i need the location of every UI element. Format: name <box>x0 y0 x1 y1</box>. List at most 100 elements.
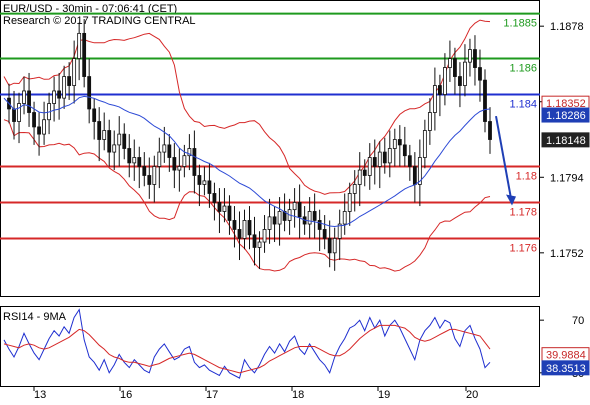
candle-body <box>257 241 262 248</box>
rsi-panel-title: RSI14 - 9MA <box>3 311 67 323</box>
x-tick-label-0: 13 <box>34 389 46 400</box>
candle-body <box>247 220 252 236</box>
candle-body <box>337 223 342 239</box>
candle-body <box>137 157 142 167</box>
x-tick-label-3: 18 <box>292 389 304 400</box>
bollinger-lower-line <box>3 119 491 272</box>
candle-body <box>232 220 237 230</box>
candle-body <box>192 148 197 176</box>
chart-header-title: EUR/USD - 30min - 07:06:41 (CET) <box>3 3 177 15</box>
level-label-2: 1.184 <box>509 99 537 111</box>
candle-body <box>102 130 107 140</box>
candle-body <box>317 220 322 230</box>
candle-body <box>62 76 67 99</box>
candle-body <box>72 58 77 86</box>
candle-body <box>372 157 377 167</box>
x-tick-label-1: 16 <box>120 389 132 400</box>
rsi-tick-label-0: 70 <box>572 315 584 327</box>
price-tag-label-0: 1.18352 <box>546 98 586 110</box>
level-label-3: 1.18 <box>516 170 537 182</box>
candle-body <box>77 32 82 59</box>
candle-body <box>117 133 122 146</box>
candle-body <box>267 216 272 230</box>
candle-body <box>197 175 202 185</box>
candle-body <box>92 108 97 122</box>
candle-body <box>222 205 227 212</box>
candle-body <box>407 155 412 167</box>
price-tick-label-2: 1.1794 <box>550 172 584 184</box>
candle-body <box>187 148 192 157</box>
candle-body <box>402 144 407 157</box>
candle-body <box>122 133 127 149</box>
candle-body <box>152 166 157 185</box>
candle-body <box>412 166 417 185</box>
price-tag-box-2 <box>541 132 590 148</box>
candle-body <box>157 151 162 167</box>
candle-body <box>417 157 422 185</box>
price-tag-box-1 <box>541 107 590 123</box>
candle-body <box>22 90 26 104</box>
price-tag-label-1: 1.18286 <box>546 110 586 122</box>
forecast-arrow-shaft <box>495 115 512 199</box>
candle-body <box>112 144 117 153</box>
candle-body <box>32 112 36 128</box>
candle-body <box>252 234 257 248</box>
candle-body <box>57 90 62 99</box>
candle-body <box>322 229 327 239</box>
chart-header-copyright: Research © 2017 TRADING CENTRAL <box>3 15 196 27</box>
candle-body <box>463 61 467 86</box>
candle-body <box>377 151 382 167</box>
candle-body <box>217 202 222 212</box>
candle-body <box>387 148 392 164</box>
candle-body <box>182 155 187 167</box>
rsi-series-line-1 <box>3 324 491 374</box>
candle-body <box>142 166 147 176</box>
price-panel-frame <box>0 0 540 297</box>
candle-body <box>367 157 372 176</box>
moving-average-line <box>3 95 491 228</box>
level-label-4: 1.178 <box>509 206 537 218</box>
candle-body <box>52 90 57 104</box>
candle-body <box>212 193 217 203</box>
candle-body <box>37 126 41 135</box>
candle-body <box>292 202 297 211</box>
x-tick-label-4: 19 <box>378 389 390 400</box>
candle-body <box>478 67 482 81</box>
candle-body <box>443 67 447 95</box>
rsi-value-tag-label-0: 39.9884 <box>546 350 586 362</box>
candle-body <box>397 139 402 146</box>
candle-body <box>17 103 21 122</box>
candle-body <box>453 58 457 77</box>
candle-body <box>147 175 152 185</box>
candlesticks <box>7 18 492 271</box>
candle-body <box>162 144 167 153</box>
candle-body <box>437 85 442 95</box>
candle-body <box>167 144 172 158</box>
rsi-series-line-0 <box>3 308 491 379</box>
candle-body <box>448 58 452 68</box>
candle-body <box>227 205 232 221</box>
candle-body <box>312 211 317 221</box>
candle-body <box>82 32 87 77</box>
candle-body <box>483 79 487 122</box>
candle-body <box>432 85 437 113</box>
candle-body <box>67 76 72 86</box>
level-label-1: 1.186 <box>509 63 537 75</box>
candle-body <box>27 90 31 113</box>
x-tick-label-5: 20 <box>466 389 478 400</box>
candle-body <box>352 184 357 194</box>
candle-body <box>427 112 432 131</box>
candle-body <box>347 193 352 212</box>
candle-body <box>237 229 242 239</box>
price-tag-label-2: 1.18148 <box>546 135 586 147</box>
rsi-value-tag-label-1: 38.3513 <box>546 363 586 375</box>
candle-body <box>422 130 427 158</box>
forecast-arrow <box>495 115 516 206</box>
candle-body <box>202 180 207 185</box>
candle-body <box>362 169 367 176</box>
